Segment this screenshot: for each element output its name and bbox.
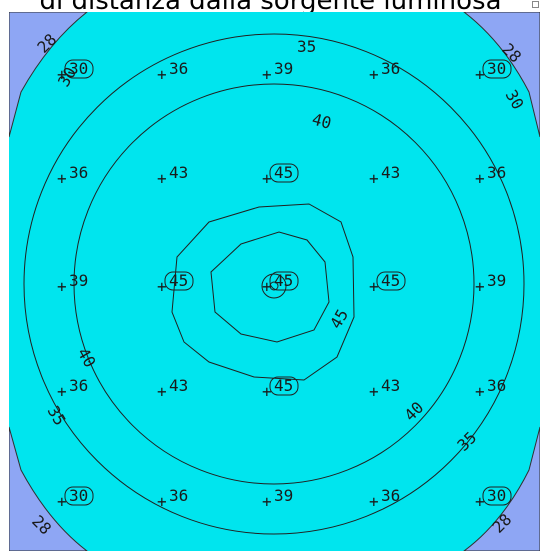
- grid-point-marker: +: [475, 492, 485, 511]
- contour-plot: +30 +36 +39 +36 +30+ 36 +43 +45 +43 +36+ 39 +45 +45 +…: [9, 12, 540, 551]
- contour-label: 40: [310, 110, 334, 133]
- contour-center-dot: [269, 281, 279, 291]
- contour-label: 45: [326, 306, 352, 332]
- grid-value-label: 30: [487, 486, 506, 505]
- grid-point-marker: +: [262, 65, 272, 84]
- grid-point-marker: +: [157, 169, 167, 188]
- grid-point-marker: +: [157, 277, 167, 296]
- value-highlight-box: [482, 59, 512, 79]
- value-highlight-box: [482, 486, 512, 506]
- grid-value-label: 43: [381, 163, 400, 182]
- grid-point-marker: +: [57, 492, 67, 511]
- grid-value-label: 36: [169, 486, 188, 505]
- value-highlight-box: [164, 271, 194, 291]
- grid-point-marker: +: [262, 277, 272, 296]
- grid-point-marker: +: [262, 492, 272, 511]
- grid-point-marker: +: [369, 492, 379, 511]
- corner-zone-top-left: [9, 12, 88, 138]
- value-highlight-box: [376, 271, 406, 291]
- value-highlight-box: [269, 271, 299, 291]
- value-highlight-box: [64, 486, 94, 506]
- grid-value-label: 36: [487, 376, 506, 395]
- contour-40: [73, 83, 475, 485]
- contour-label: 35: [297, 37, 316, 56]
- grid-point-marker: +: [157, 382, 167, 401]
- grid-point-marker: +: [157, 492, 167, 511]
- contour-35: [23, 33, 525, 535]
- contour-45-outer: [171, 203, 355, 381]
- grid-value-label: 39: [274, 486, 293, 505]
- grid-point-marker: +: [369, 382, 379, 401]
- grid-point-marker: +: [262, 169, 272, 188]
- grid-value-label: 45: [169, 271, 188, 290]
- contour-label: 35: [44, 403, 70, 429]
- window-resize-icon[interactable]: [532, 1, 539, 8]
- grid-value-label: 30: [69, 486, 88, 505]
- contour-label: 30: [502, 87, 528, 113]
- grid-point-marker: +: [475, 277, 485, 296]
- grid-value-label: 43: [169, 376, 188, 395]
- grid-point-marker: +: [57, 382, 67, 401]
- grid-point-marker: +: [369, 65, 379, 84]
- grid-value-label: 39: [487, 271, 506, 290]
- grid-value-label: 36: [487, 163, 506, 182]
- grid-value-label: 45: [381, 271, 400, 290]
- value-highlight-box: [64, 59, 94, 79]
- contour-45-inner: [210, 231, 330, 343]
- grid-value-label: 45: [274, 163, 293, 182]
- corner-zone-bottom-right: [463, 426, 540, 551]
- grid-point-marker: +: [475, 382, 485, 401]
- corner-zone-top-right: [463, 12, 540, 138]
- grid-value-label: 39: [274, 59, 293, 78]
- grid-value-label: 36: [169, 59, 188, 78]
- grid-point-marker: +: [475, 65, 485, 84]
- grid-value-label: 36: [69, 163, 88, 182]
- grid-point-marker: +: [369, 169, 379, 188]
- grid-point-marker: +: [157, 65, 167, 84]
- grid-point-marker: +: [57, 277, 67, 296]
- grid-point-marker: +: [262, 382, 272, 401]
- grid-labels: +30 +36 +39 +36 +30+ 36 +43 +45 +43 +36+ 39 +45 +45 +…: [57, 59, 512, 511]
- grid-point-marker: +: [57, 65, 67, 84]
- grid-value-label: 30: [487, 59, 506, 78]
- corner-zone-bottom-left: [9, 426, 88, 551]
- grid-value-label: 45: [274, 376, 293, 395]
- grid-value-label: 36: [381, 486, 400, 505]
- grid-value-label: 43: [169, 163, 188, 182]
- grid-value-label: 36: [381, 59, 400, 78]
- grid-value-label: 45: [274, 271, 293, 290]
- grid-value-label: 30: [69, 59, 88, 78]
- contour-label: 35: [453, 428, 480, 455]
- grid-value-label: 39: [69, 271, 88, 290]
- grid-point-marker: +: [475, 169, 485, 188]
- illuminance-map: +30 +36 +39 +36 +30 +36 +43 +45 +43 +36 +39 +45 +45 +…: [9, 12, 540, 551]
- grid-point-marker: +: [57, 169, 67, 188]
- value-highlight-box: [269, 163, 299, 183]
- grid-value-label: 36: [69, 376, 88, 395]
- value-highlight-box: [269, 376, 299, 396]
- contour-label: 40: [74, 345, 100, 371]
- grid-value-label: 43: [381, 376, 400, 395]
- grid-point-marker: +: [369, 277, 379, 296]
- contour-label: 40: [400, 398, 427, 425]
- contour-center-ring: [261, 273, 287, 299]
